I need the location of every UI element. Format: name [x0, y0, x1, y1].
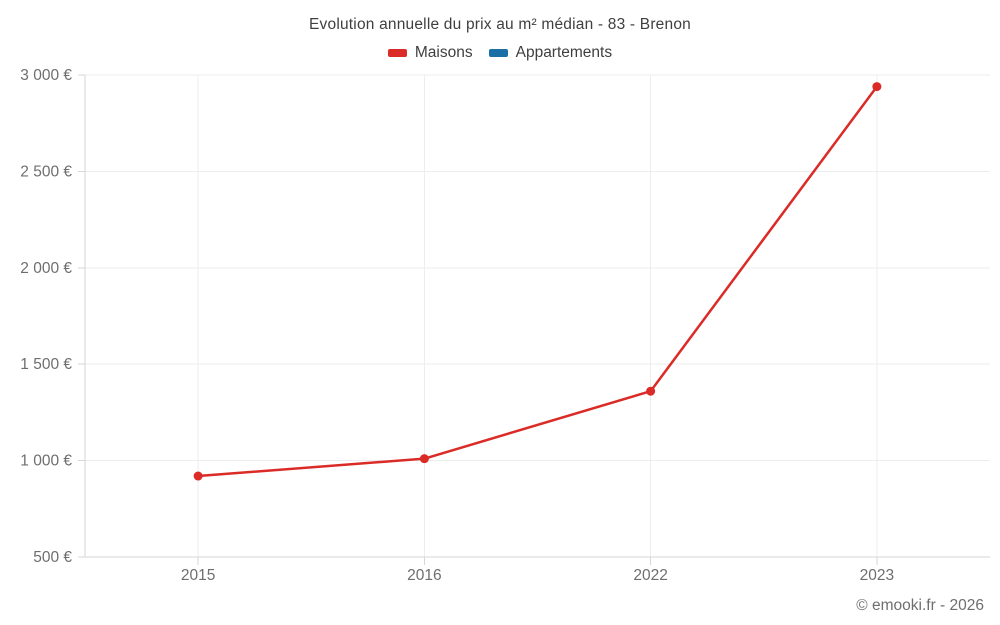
x-tick-label: 2016	[407, 567, 441, 584]
appartements-swatch-icon	[488, 49, 508, 57]
chart-title: Evolution annuelle du prix au m² médian …	[309, 16, 691, 33]
chart-legend: Maisons Appartements	[0, 44, 1000, 62]
y-tick-label: 2 000 €	[20, 260, 72, 277]
data-point-maisons-2015[interactable]	[193, 471, 203, 481]
x-tick-label: 2023	[860, 567, 894, 584]
x-tick-label: 2015	[181, 567, 215, 584]
x-tick-label: 2022	[633, 567, 667, 584]
legend-label-appartements: Appartements	[515, 44, 613, 61]
data-point-maisons-2022[interactable]	[646, 386, 656, 396]
data-point-maisons-2016[interactable]	[419, 454, 429, 464]
y-tick-label: 2 500 €	[20, 163, 72, 180]
copyright-text: © emooki.fr - 2026	[856, 597, 984, 614]
y-tick-label: 1 500 €	[20, 356, 72, 373]
legend-item-appartements[interactable]: Appartements	[488, 44, 613, 62]
y-tick-label: 500 €	[33, 549, 72, 566]
maisons-swatch-icon	[387, 49, 407, 57]
legend-label-maisons: Maisons	[414, 44, 473, 61]
data-point-maisons-2023[interactable]	[872, 82, 882, 92]
legend-item-maisons[interactable]: Maisons	[387, 44, 473, 62]
y-tick-label: 3 000 €	[20, 67, 72, 84]
y-tick-label: 1 000 €	[20, 453, 72, 470]
series-line-maisons	[196, 85, 879, 478]
